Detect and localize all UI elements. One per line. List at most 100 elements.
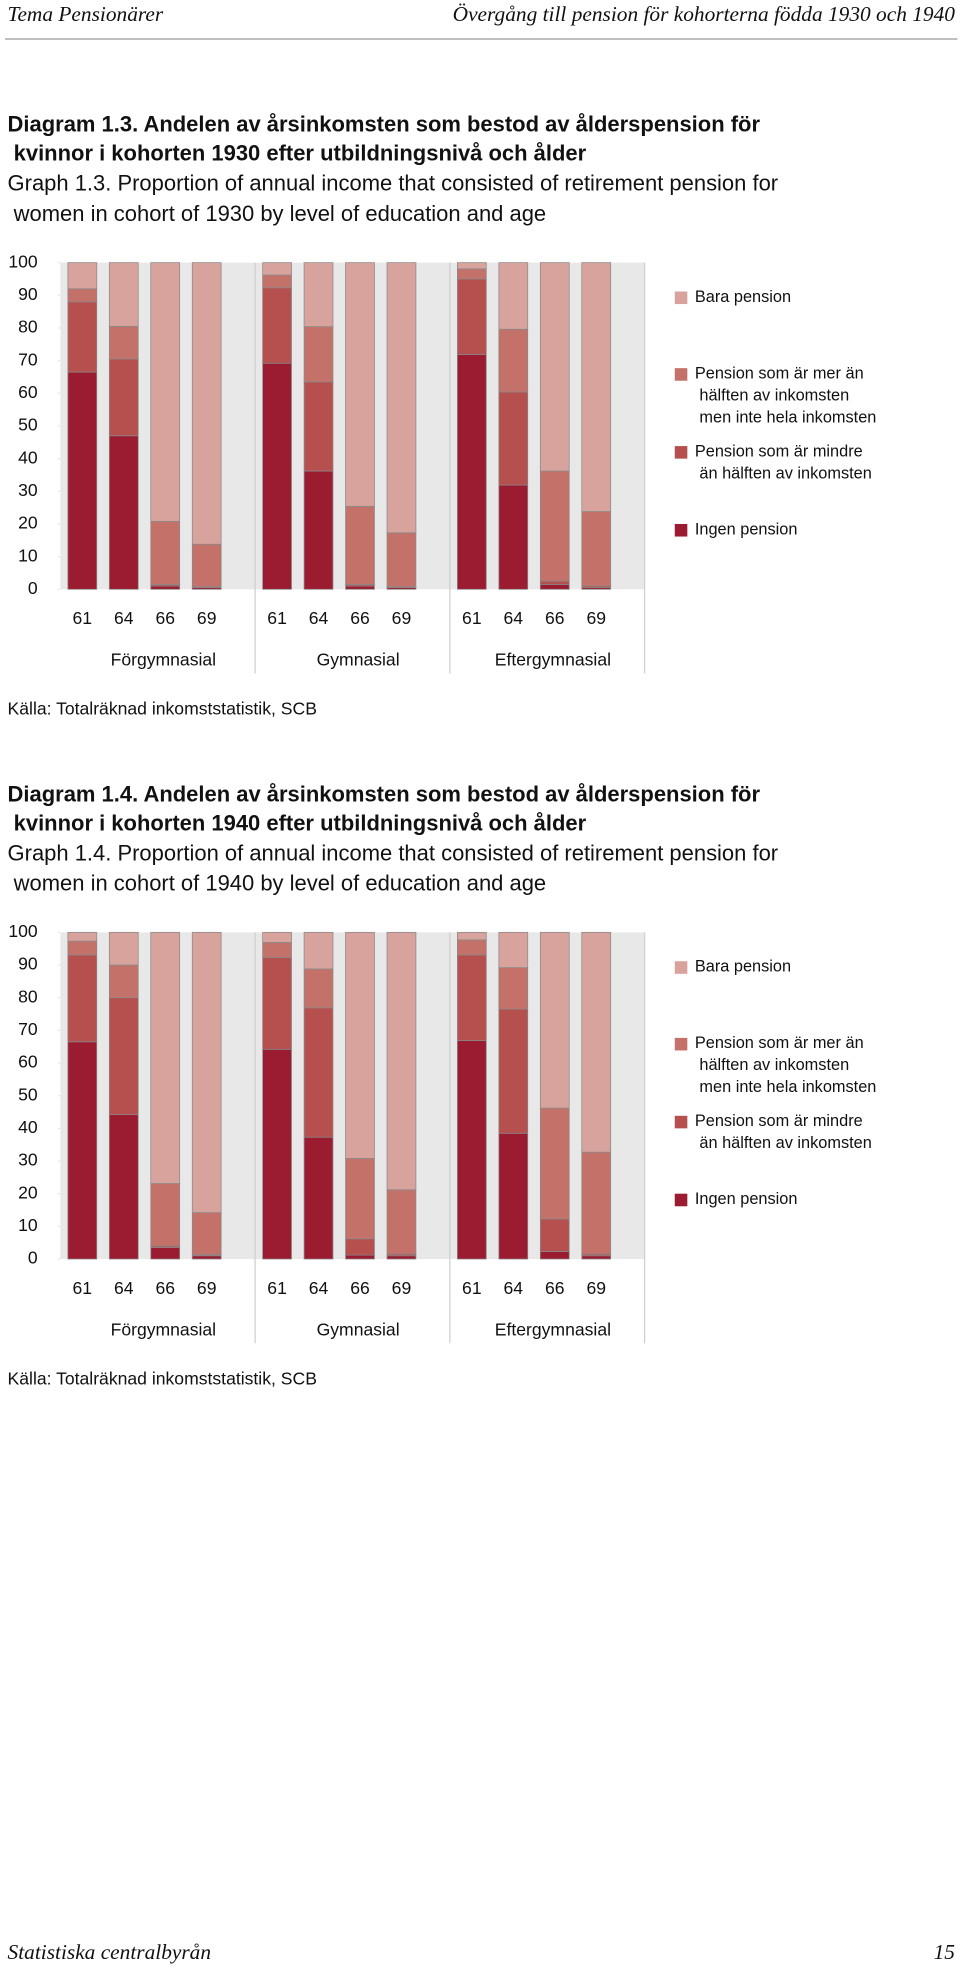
bar-segment <box>498 1008 529 1134</box>
bar-segment <box>386 931 417 1191</box>
y-tick-label: 70 <box>18 349 38 369</box>
y-tick-label: 50 <box>18 415 38 435</box>
y-tick-label: 60 <box>18 382 38 402</box>
bar-segment <box>191 543 222 588</box>
bar-segment <box>303 381 334 472</box>
bar-segment <box>498 1132 529 1260</box>
x-tick-label: 69 <box>586 608 606 628</box>
bar-segment <box>457 354 487 590</box>
bar-segment <box>457 278 487 355</box>
bar-segment <box>67 288 98 303</box>
x-tick-label: 64 <box>309 1278 329 1298</box>
group-label: Förgymnasial <box>111 650 217 670</box>
bar-segment <box>262 287 292 364</box>
x-tick-label: 64 <box>114 608 134 628</box>
y-tick-label: 0 <box>28 578 38 598</box>
bar-segment <box>345 1158 375 1240</box>
y-tick-label: 10 <box>18 545 38 565</box>
bar-segment <box>191 1212 222 1256</box>
bar-segment <box>539 1107 570 1220</box>
bar-segment <box>386 1189 417 1255</box>
bar-segment <box>262 942 292 958</box>
bar-segment <box>150 585 181 590</box>
bar-segment <box>539 470 570 582</box>
x-tick-label: 69 <box>197 608 217 628</box>
legend-label: Pension som är mer än hälften av inkomst… <box>695 1034 877 1096</box>
x-tick-label: 61 <box>73 608 93 628</box>
bar-segment <box>150 1247 181 1260</box>
legend-label: Ingen pension <box>695 1190 798 1208</box>
legend-label: Bara pension <box>695 958 791 976</box>
bar-segment <box>150 1183 181 1247</box>
x-tick-label: 69 <box>197 1278 217 1298</box>
x-tick-label: 69 <box>586 1278 606 1298</box>
bar-segment <box>581 931 612 1153</box>
bar-segment <box>581 1151 612 1255</box>
group-label: Gymnasial <box>317 1319 400 1339</box>
bar-segment <box>457 1040 487 1260</box>
bar-segment <box>581 262 612 512</box>
bar-segment <box>67 954 98 1043</box>
bar-segment <box>191 931 222 1214</box>
bar-segment <box>345 585 375 590</box>
y-tick-label: 60 <box>18 1052 38 1072</box>
bar-segment <box>539 931 570 1109</box>
bar-segment <box>345 931 375 1159</box>
x-tick-label: 66 <box>155 1278 175 1298</box>
bar-segment <box>67 1041 98 1260</box>
bar-segment <box>191 262 222 545</box>
bar-segment <box>539 584 570 590</box>
x-tick-label: 66 <box>155 608 175 628</box>
bar-segment <box>345 1238 375 1256</box>
bar-segment <box>150 931 181 1184</box>
legend-swatch <box>674 523 688 537</box>
legend-swatch <box>674 368 688 381</box>
source-note: Källa: Totalräknad inkomststatistik, SCB <box>8 1368 317 1388</box>
bar-segment <box>539 262 570 472</box>
header-right: Övergång till pension för kohorterna föd… <box>453 2 956 26</box>
bar-segment <box>262 931 292 943</box>
x-tick-label: 61 <box>267 608 287 628</box>
bar-segment <box>498 931 529 969</box>
bar-segment <box>457 268 487 280</box>
bar-segment <box>108 964 139 999</box>
bar-segment <box>581 1255 612 1260</box>
bar-segment <box>457 262 487 270</box>
y-tick-label: 20 <box>18 1182 38 1202</box>
bar-segment <box>303 470 334 590</box>
bar-segment <box>108 435 139 590</box>
y-tick-label: 50 <box>18 1084 38 1104</box>
bar-segment <box>539 1251 570 1260</box>
x-tick-label: 66 <box>350 1278 370 1298</box>
y-tick-label: 10 <box>18 1215 38 1235</box>
bar-segment <box>303 931 334 970</box>
legend-label: Pension som är mindre än hälften av inko… <box>695 443 872 483</box>
bar-segment <box>108 997 139 1116</box>
x-tick-label: 61 <box>73 1278 93 1298</box>
chart-title: Diagram 1.3. Andelen av årsinkomsten som… <box>8 111 761 165</box>
x-tick-label: 61 <box>462 1278 482 1298</box>
bar-segment <box>108 931 139 966</box>
bar-segment <box>457 954 487 1041</box>
bar-segment <box>303 968 334 1009</box>
bar-segment <box>498 967 529 1010</box>
bar-segment <box>345 505 375 585</box>
bar-segment <box>108 325 139 360</box>
bar-segment <box>386 1255 417 1260</box>
legend-label: Bara pension <box>695 288 791 306</box>
bar-segment <box>67 931 98 942</box>
bar-segment <box>498 484 529 590</box>
bar-segment <box>67 940 98 956</box>
bar-segment <box>457 939 487 956</box>
y-tick-label: 40 <box>18 447 38 467</box>
bar-segment <box>108 262 139 327</box>
x-tick-label: 66 <box>545 608 565 628</box>
bar-segment <box>108 358 139 437</box>
y-tick-label: 20 <box>18 513 38 533</box>
bar-segment <box>262 262 292 276</box>
source-note: Källa: Totalräknad inkomststatistik, SCB <box>8 699 317 719</box>
bar-segment <box>262 274 292 289</box>
x-tick-label: 61 <box>267 1278 287 1298</box>
